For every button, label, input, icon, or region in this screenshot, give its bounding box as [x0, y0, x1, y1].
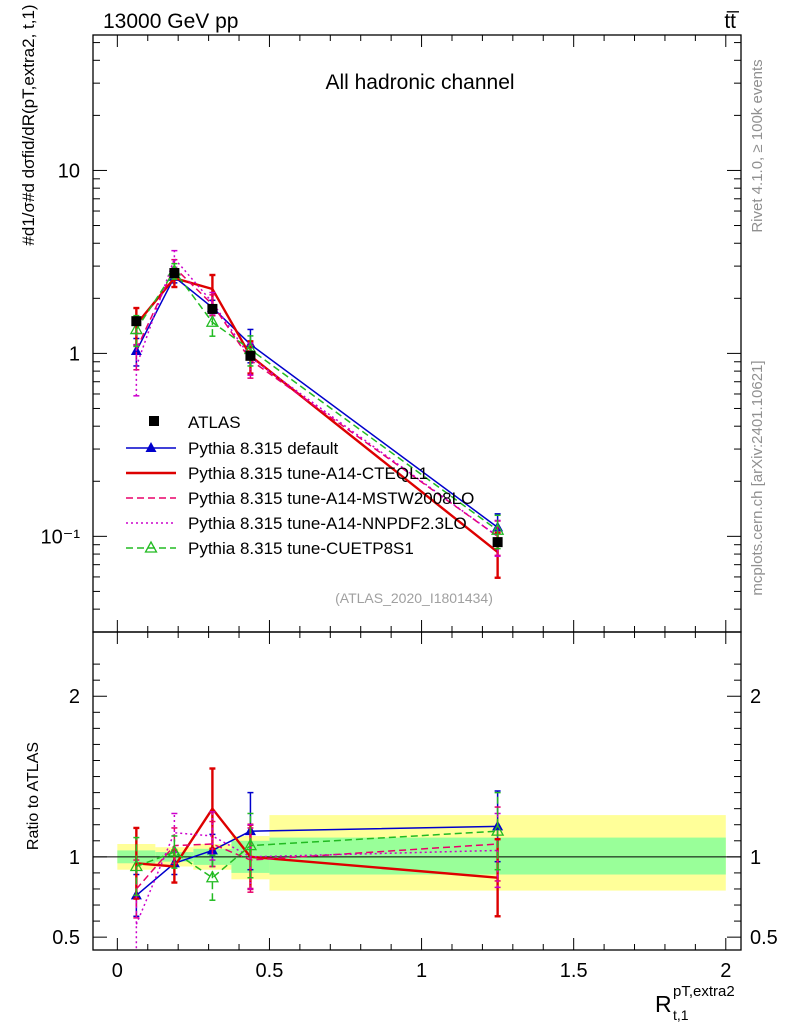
- x-axis-label: R: [655, 991, 672, 1017]
- x-tick-label: 2: [720, 960, 731, 982]
- process-label: tt̅: [724, 10, 740, 33]
- y-tick-label-ratio: 2: [69, 686, 80, 708]
- axis-ticks: [93, 35, 741, 950]
- legend-label-0: Pythia 8.315 default: [188, 439, 339, 458]
- series-marker-ratio-4: [491, 823, 505, 836]
- series-marker-main-4: [129, 322, 143, 335]
- series-line-main-3: [135, 257, 499, 537]
- series-marker-ratio-4: [243, 838, 258, 851]
- x-tick-label: 0.5: [256, 960, 284, 982]
- y-axis-label-main: #d1/σ#d dσfid/dR(pT,extra2, t,1): [19, 4, 38, 245]
- uncertainty-bands: [93, 815, 741, 891]
- legend: ATLAS Pythia 8.315 default Pythia 8.315 tu…: [126, 413, 474, 558]
- y-tick-label-main: 1: [69, 343, 80, 365]
- y-tick-label-ratio-right: 1: [750, 847, 761, 869]
- series-marker-main-4: [205, 314, 220, 327]
- axis-tick-labels: 0 0.5 1 1.5 2 10⁻¹ 1 10 0.5 0.5 1 1 2 2: [41, 160, 778, 982]
- atlas-point: [245, 350, 256, 361]
- atlas-point: [207, 303, 218, 314]
- series-line-ratio-3: [135, 831, 498, 925]
- y-tick-label-main: 10⁻¹: [41, 526, 81, 548]
- series-line-ratio-2: [135, 843, 498, 890]
- atlas-data-points: [131, 268, 503, 548]
- series-marker-ratio-4: [167, 844, 181, 857]
- legend-marker-0: [145, 442, 157, 452]
- mcplots-label: mcplots.cern.ch [arXiv:2401.10621]: [749, 360, 766, 595]
- y-tick-label-ratio: 0.5: [52, 927, 80, 949]
- legend-marker-4: [144, 540, 158, 553]
- atlas-point: [169, 268, 180, 279]
- rivet-version-label: Rivet 4.1.0, ≥ 100k events: [749, 59, 766, 232]
- y-axis-label-ratio: Ratio to ATLAS: [25, 742, 42, 850]
- y-tick-label-ratio-right: 2: [750, 686, 761, 708]
- channel-label: All hadronic channel: [325, 71, 514, 94]
- legend-atlas-marker: [149, 416, 159, 426]
- legend-label-3: Pythia 8.315 tune-A14-NNPDF2.3LO: [188, 514, 467, 533]
- series-marker-main-4: [491, 522, 505, 535]
- series-line-ratio-4: [136, 830, 498, 879]
- x-axis-label-superscript: pT,extra2: [673, 983, 735, 1000]
- legend-label-2: Pythia 8.315 tune-A14-MSTW2008LO: [188, 489, 474, 508]
- ratio-panel-frame: [92, 631, 742, 951]
- x-tick-label: 1.5: [560, 960, 588, 982]
- legend-atlas-label: ATLAS: [188, 413, 241, 432]
- x-tick-label: 1: [416, 960, 427, 982]
- ratio-series: [129, 767, 505, 950]
- series-marker-ratio-4: [129, 859, 143, 872]
- atlas-point: [492, 537, 503, 548]
- energy-label: 13000 GeV pp: [103, 10, 238, 33]
- y-tick-label-main: 10: [58, 160, 80, 182]
- analysis-id: (ATLAS_2020_I1801434): [335, 590, 493, 606]
- y-tick-label-ratio-right: 0.5: [750, 927, 778, 949]
- y-tick-label-ratio: 1: [69, 847, 80, 869]
- series-marker-ratio-4: [205, 870, 220, 883]
- atlas-point: [131, 316, 142, 327]
- x-axis-label-subscript: t,1: [673, 1007, 689, 1023]
- legend-label-1: Pythia 8.315 tune-A14-CTEQL1: [188, 464, 428, 483]
- x-tick-label: 0: [112, 960, 123, 982]
- legend-label-4: Pythia 8.315 tune-CUETP8S1: [188, 539, 414, 558]
